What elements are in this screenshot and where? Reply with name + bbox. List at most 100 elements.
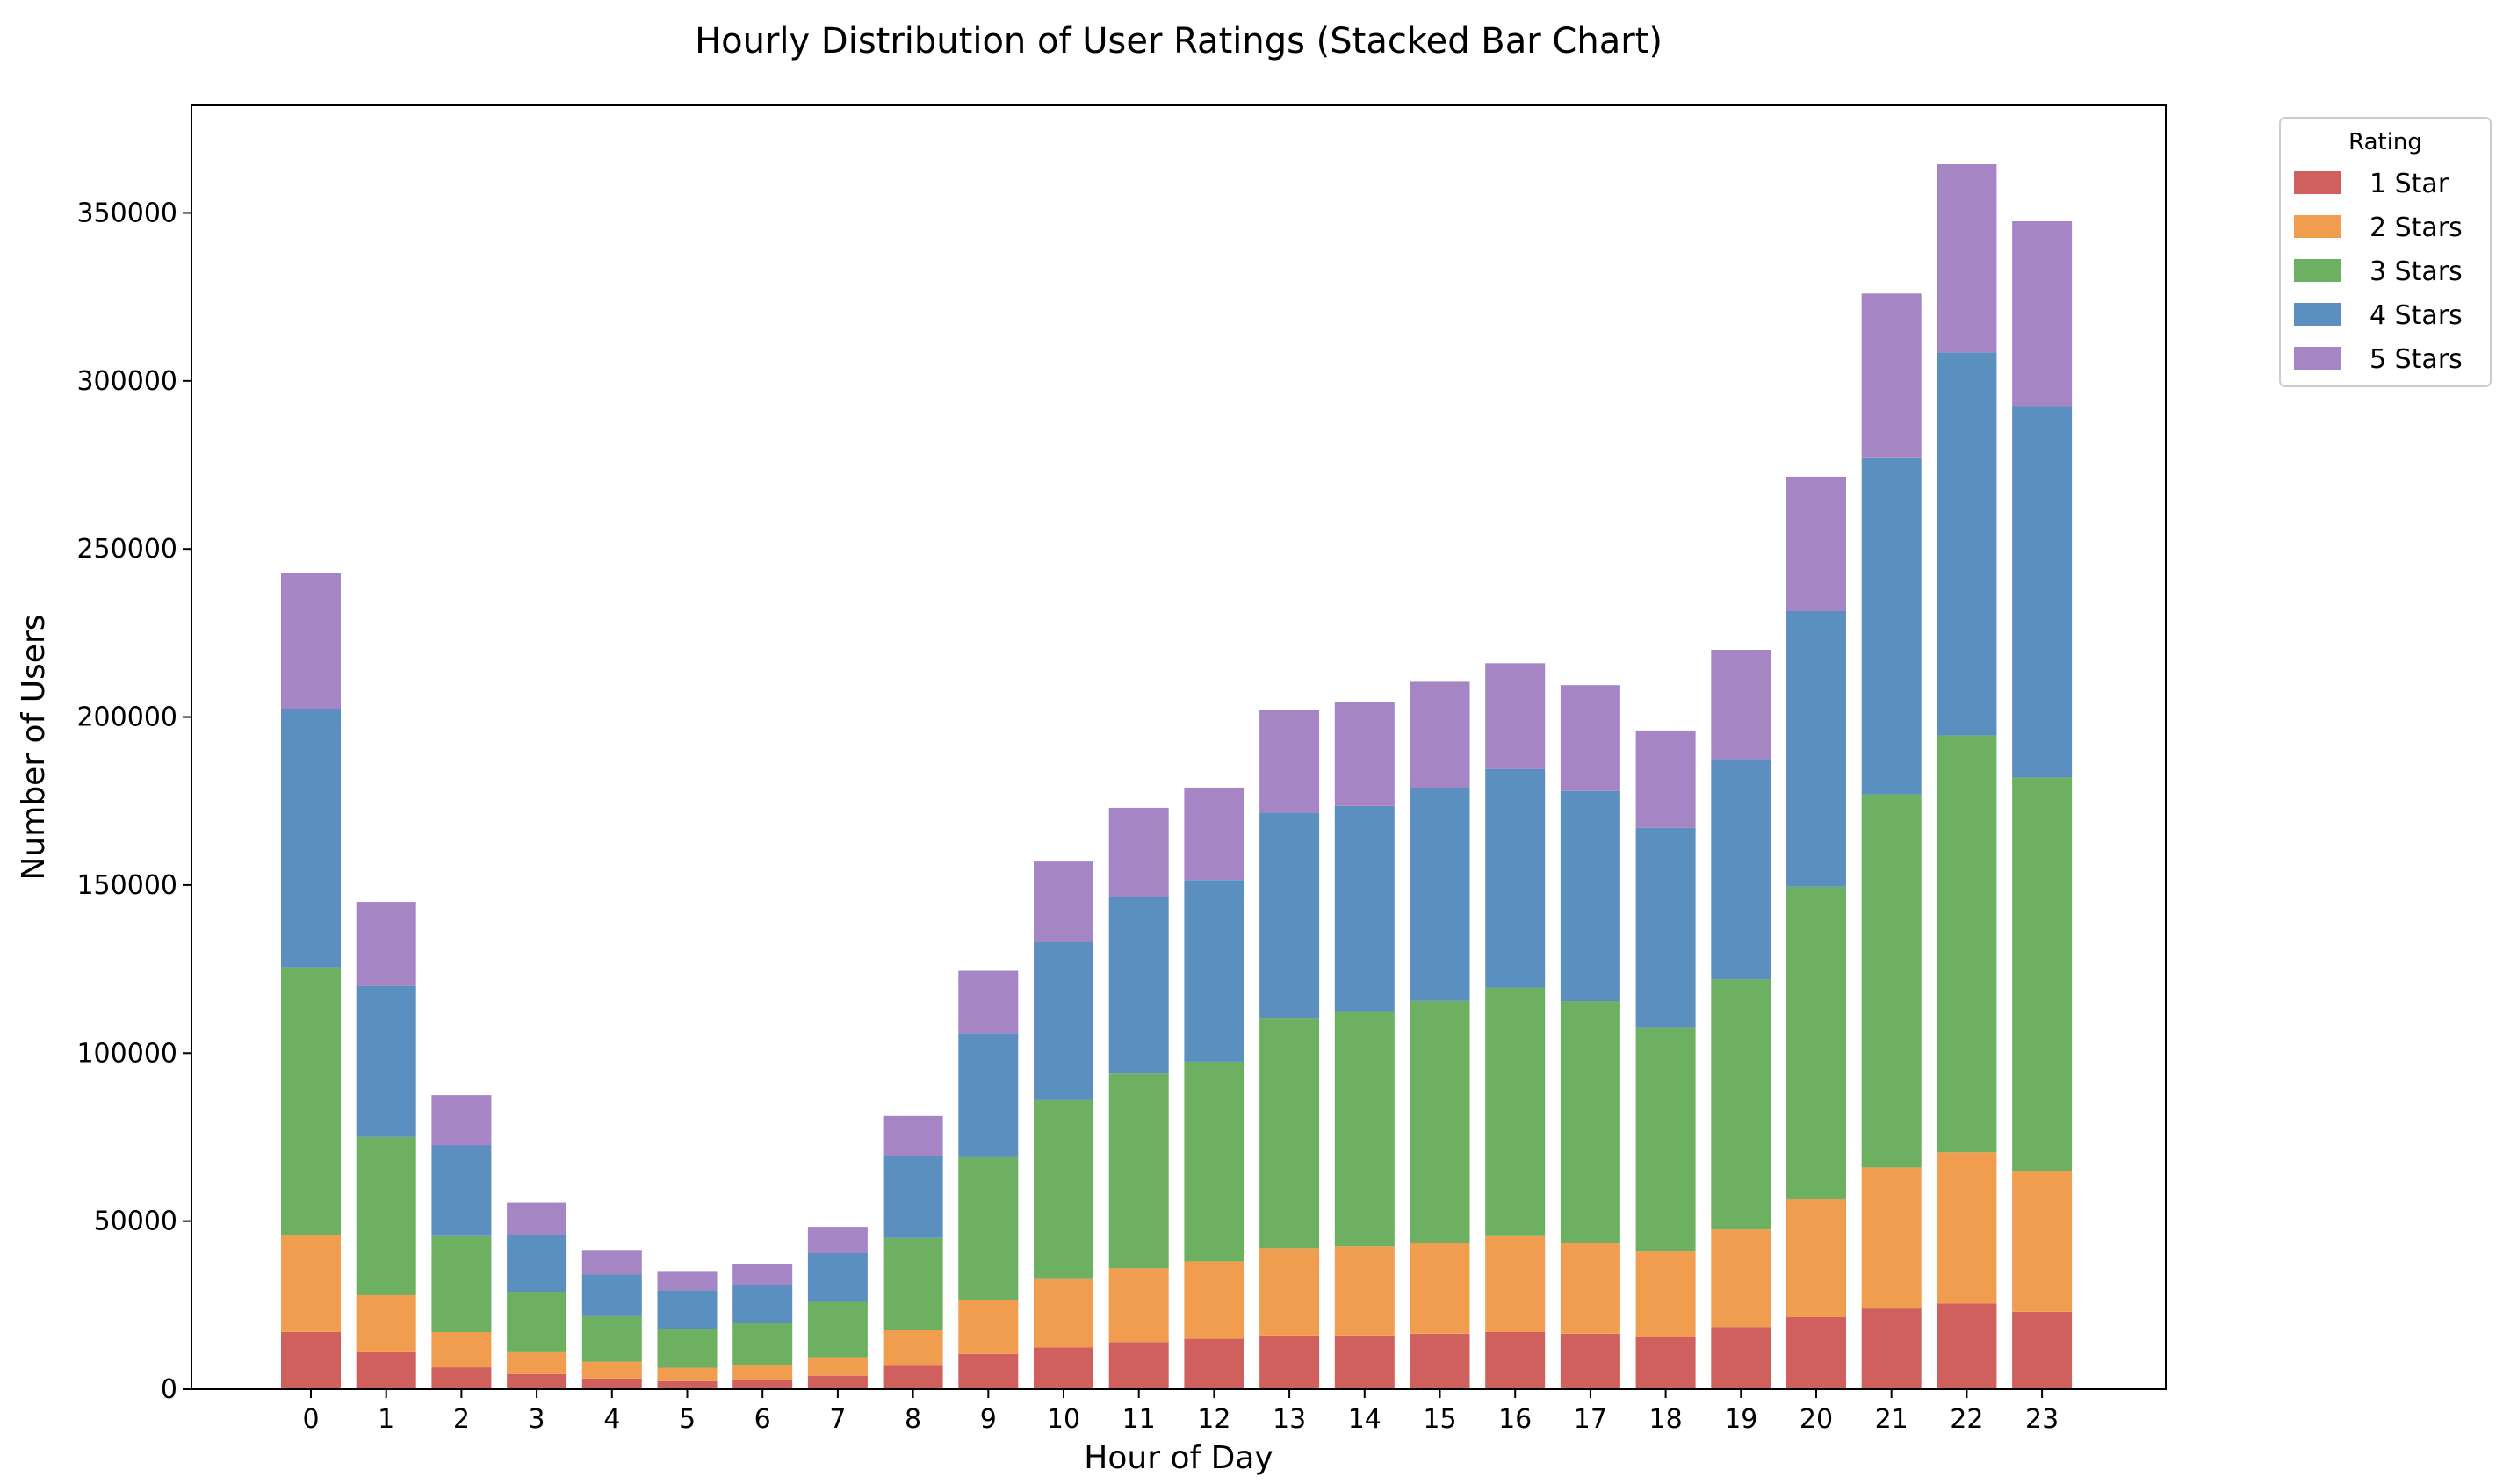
bar-segment <box>1861 293 1922 458</box>
bar-segment <box>1410 1243 1470 1334</box>
x-tick-label: 15 <box>1423 1404 1456 1435</box>
bar-segment <box>356 1137 416 1295</box>
x-tick-label: 9 <box>980 1404 997 1435</box>
bar-segment <box>1034 861 1093 942</box>
bar-segment <box>657 1329 718 1368</box>
x-tick-label: 10 <box>1047 1404 1080 1435</box>
x-tick-label: 3 <box>529 1404 545 1435</box>
bar-segment <box>507 1351 567 1374</box>
bar-segment <box>1711 1229 1771 1328</box>
bar-segment <box>1410 1333 1470 1389</box>
bar-segment <box>281 967 341 1235</box>
y-tick-label: 50000 <box>94 1207 177 1237</box>
bar-segment <box>732 1264 793 1285</box>
x-tick-label: 6 <box>754 1404 771 1435</box>
bar-segment <box>281 709 341 968</box>
bar-segment <box>732 1323 793 1365</box>
bar-segment <box>1635 730 1696 828</box>
bar-segment <box>1635 1251 1696 1337</box>
bar-segment <box>1485 987 1546 1236</box>
bar-segment <box>1711 650 1771 760</box>
bar-segment <box>958 1300 1019 1354</box>
bar-segment <box>581 1274 642 1316</box>
bar-segment <box>1034 1099 1093 1279</box>
bar-segment <box>1937 735 1997 1153</box>
bar-segment <box>281 1234 341 1332</box>
bar-segment <box>1259 812 1320 1019</box>
bar-segment <box>1937 164 1997 353</box>
x-tick-label: 8 <box>905 1404 921 1435</box>
bar-segment <box>581 1250 642 1275</box>
bar-segment <box>883 1115 943 1156</box>
bar-segment <box>2012 777 2073 1171</box>
bar-segment <box>1034 1347 1093 1389</box>
y-tick-label: 200000 <box>76 702 177 733</box>
bar-segment <box>1259 1248 1320 1336</box>
bar-segment <box>356 985 416 1137</box>
legend-label: 3 Stars <box>2370 256 2463 287</box>
x-tick-label: 16 <box>1498 1404 1532 1435</box>
bar-segment <box>807 1253 868 1302</box>
bar-segment <box>1334 702 1395 806</box>
bar-segment <box>431 1095 492 1146</box>
y-tick-label: 150000 <box>76 870 177 901</box>
bar-segment <box>807 1357 868 1376</box>
legend-swatch <box>2294 347 2341 370</box>
y-tick-label: 300000 <box>76 366 177 397</box>
bar-segment <box>356 1294 416 1352</box>
bar-segment <box>732 1285 793 1323</box>
legend-swatch <box>2294 171 2341 194</box>
bar-segment <box>1184 1338 1244 1389</box>
x-tick-label: 2 <box>453 1404 470 1435</box>
bar-segment <box>431 1235 492 1332</box>
bar-segment <box>1786 1316 1846 1389</box>
bar-segment <box>1259 1018 1320 1249</box>
bar-segment <box>1108 1342 1169 1389</box>
bar-segment <box>1560 685 1620 791</box>
bar-segment <box>1635 1336 1696 1389</box>
bar-segment <box>1786 886 1846 1199</box>
bar-segment <box>883 1330 943 1366</box>
legend-label: 1 Star <box>2370 169 2449 199</box>
legend: Rating 1 Star 2 Stars 3 Stars 4 Stars 5 Star… <box>2279 117 2492 387</box>
bar-segment <box>1786 1199 1846 1317</box>
bar-segment <box>1034 942 1093 1100</box>
x-axis: 0 1 2 3 4 5 6 7 8 9 10 11 12 13 14 15 16 17 18 19 20 21 22 23 <box>302 1389 2059 1435</box>
y-tick-label: 350000 <box>76 198 177 228</box>
bar-segment <box>581 1361 642 1379</box>
bar-segment <box>1259 710 1320 813</box>
x-axis-label: Hour of Day <box>1084 1440 1273 1476</box>
bar-segment <box>1485 663 1546 769</box>
chart-title: Hourly Distribution of User Ratings (Sta… <box>695 21 1663 61</box>
bar-segment <box>1635 1027 1696 1252</box>
bar-segment <box>883 1365 943 1389</box>
x-tick-label: 19 <box>1724 1404 1757 1435</box>
x-tick-label: 23 <box>2025 1404 2059 1435</box>
legend-swatch <box>2294 303 2341 326</box>
bar-segment <box>507 1202 567 1235</box>
y-axis: 0 50000 100000 150000 200000 250000 300000 3500… <box>76 198 191 1405</box>
bar-segment <box>1485 768 1546 988</box>
bar-segment <box>958 1156 1019 1300</box>
x-tick-label: 17 <box>1574 1404 1607 1435</box>
bar-segment <box>1711 1327 1771 1389</box>
bar-segment <box>1560 1001 1620 1243</box>
bar-segment <box>1034 1278 1093 1348</box>
bar-segment <box>732 1365 793 1380</box>
x-tick-label: 20 <box>1800 1404 1833 1435</box>
bar-segment <box>581 1315 642 1362</box>
bar-segment <box>1711 759 1771 980</box>
bar-segment <box>2012 1171 2073 1312</box>
bar-segment <box>1861 1308 1922 1389</box>
bar-segment <box>1937 1303 1997 1389</box>
bar-segment <box>958 1033 1019 1157</box>
bar-segment <box>657 1271 718 1291</box>
bar-segment <box>1861 457 1922 795</box>
y-tick-label: 0 <box>161 1374 177 1405</box>
bar-segment <box>281 1331 341 1389</box>
bar-segment <box>1334 1011 1395 1247</box>
legend-label: 2 Stars <box>2370 213 2463 243</box>
bar-segment <box>807 1227 868 1253</box>
bar-segment <box>1937 1152 1997 1304</box>
bar-segment <box>1861 1167 1922 1309</box>
